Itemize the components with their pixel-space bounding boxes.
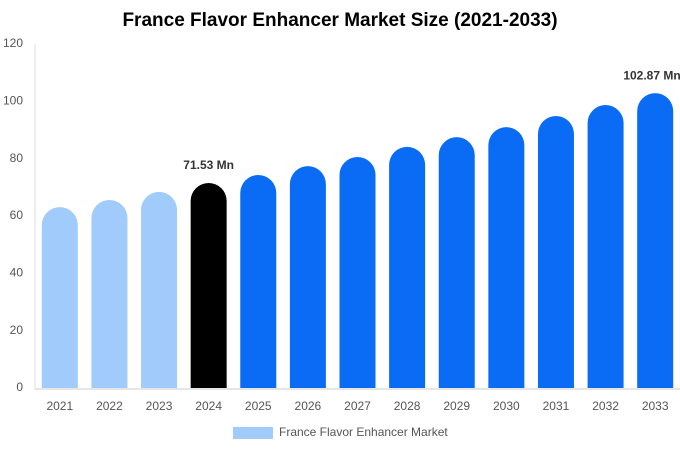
x-tick-label: 2024 [195,399,222,413]
y-tick-label: 60 [10,208,24,222]
bar [637,93,674,388]
bar [240,175,277,388]
x-tick-label: 2033 [642,399,669,413]
bar [438,137,475,388]
x-tick-label: 2031 [543,399,570,413]
bar [389,146,426,388]
x-tick-label: 2028 [394,399,421,413]
x-tick-label: 2027 [344,399,371,413]
x-tick-label: 2030 [493,399,520,413]
x-tick-label: 2023 [146,399,173,413]
bar [141,191,178,388]
chart-title: France Flavor Enhancer Market Size (2021… [122,10,557,31]
x-tick-label: 2032 [592,399,619,413]
x-tick-label: 2021 [46,399,73,413]
bar [289,166,326,388]
y-tick-label: 120 [3,36,23,50]
legend-swatch [233,427,273,439]
legend-label: France Flavor Enhancer Market [279,425,448,439]
bar [339,156,376,388]
bar [91,199,128,388]
bar [41,207,78,388]
y-tick-label: 40 [10,266,24,280]
x-tick-label: 2025 [245,399,272,413]
data-label: 102.87 Mn [623,68,680,82]
bar [537,115,574,388]
x-tick-label: 2029 [443,399,470,413]
y-tick-label: 100 [3,94,23,108]
bar [190,182,227,388]
bar [488,127,525,389]
y-tick-label: 20 [10,323,24,337]
bar [587,105,624,388]
data-label: 71.53 Mn [183,158,234,172]
x-tick-label: 2022 [96,399,123,413]
y-tick-label: 0 [16,380,23,394]
y-tick-label: 80 [10,151,24,165]
x-tick-label: 2026 [295,399,322,413]
